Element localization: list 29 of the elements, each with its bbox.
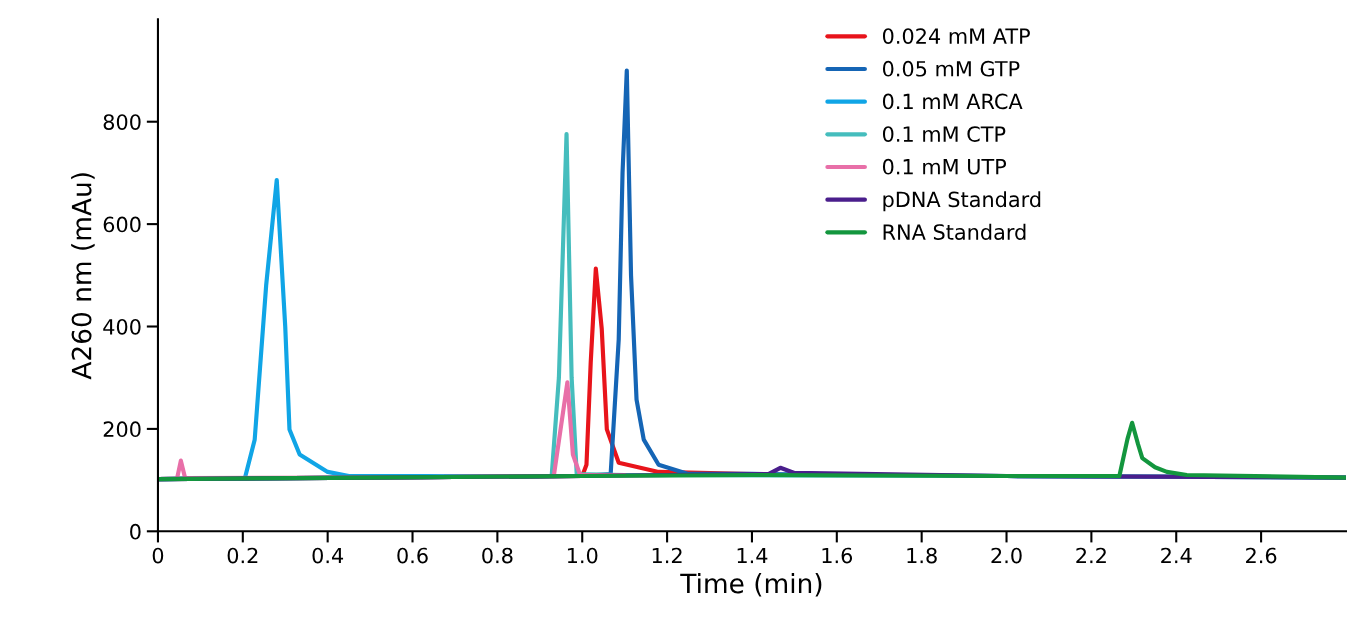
x-tick-label: 2.4 [1161, 547, 1192, 564]
y-axis-title: A260 nm (mAu) [71, 173, 95, 380]
x-tick-label: 0.4 [312, 547, 344, 564]
legend-label: 0.1 mM ARCA [882, 93, 1023, 110]
legend-label: pDNA Standard [883, 191, 1041, 212]
x-tick-label: 0.6 [397, 547, 428, 564]
y-tick-label: 400 [103, 318, 141, 335]
x-tick-label: 1.0 [567, 547, 598, 564]
x-tick-label: 2.0 [991, 547, 1022, 564]
y-tick-label: 0 [130, 523, 141, 540]
x-tick-label: 2.2 [1076, 547, 1106, 564]
x-tick-label: 1.6 [822, 547, 853, 564]
y-tick-label: 600 [103, 216, 141, 233]
line-series [157, 420, 1346, 482]
legend-label: 0.1 mM UTP [882, 158, 1007, 175]
y-tick-label: 800 [103, 114, 141, 130]
legend-label: 0.024 mM ATP [882, 28, 1030, 44]
x-tick-label: 0.2 [227, 547, 258, 564]
legend-label: 0.05 mM GTP [882, 60, 1020, 77]
x-tick-label: 1.8 [907, 547, 937, 564]
y-tick-label: 200 [103, 421, 141, 438]
x-tick-label: 1.4 [737, 547, 768, 564]
x-tick-label: 1.2 [652, 547, 682, 564]
legend-label: RNA Standard [883, 223, 1026, 240]
x-tick-label: 0 [152, 547, 164, 564]
legend-label: 0.1 mM CTP [882, 126, 1006, 142]
x-tick-label: 2.6 [1246, 547, 1277, 564]
x-tick-label: 0.8 [482, 547, 513, 564]
x-axis-title: Time (min) [680, 572, 822, 597]
